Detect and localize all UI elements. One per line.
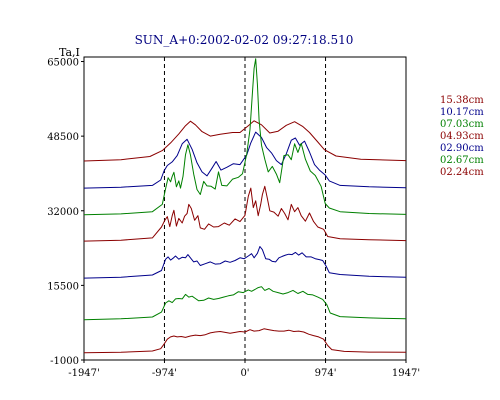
y-tick-label-2: 32000 bbox=[47, 207, 79, 218]
legend-entry-04.93cm: 04.93cm bbox=[440, 131, 484, 142]
legend-entry-15.38cm: 15.38cm bbox=[440, 95, 484, 106]
series-line-04.93cm bbox=[83, 185, 407, 242]
series-line-02.24cm bbox=[83, 328, 407, 354]
series-line-15.38cm bbox=[83, 120, 407, 162]
legend: 15.38cm10.17cm07.03cm04.93cm02.90cm02.67… bbox=[440, 95, 484, 178]
x-tick-label-0: -1947' bbox=[68, 368, 100, 379]
y-tick-label-4: -1000 bbox=[50, 356, 79, 367]
series-line-02.90cm bbox=[83, 246, 407, 279]
y-tick-label-1: 48500 bbox=[47, 132, 79, 143]
legend-entry-07.03cm: 07.03cm bbox=[440, 119, 484, 130]
x-tick-label-2: 0' bbox=[240, 368, 249, 379]
x-axis: -1947' -974' 0' 974' 1947' bbox=[68, 360, 420, 379]
x-tick-label-1: -974' bbox=[152, 368, 177, 379]
y-tick-label-0: 65000 bbox=[47, 58, 79, 69]
series-group bbox=[83, 58, 407, 354]
y-axis: 65000 48500 32000 15500 -1000 bbox=[47, 58, 84, 367]
series-line-02.67cm bbox=[83, 286, 407, 321]
y-tick-label-3: 15500 bbox=[47, 281, 79, 292]
y-axis-label: Ta,I bbox=[59, 46, 80, 59]
legend-entry-02.67cm: 02.67cm bbox=[440, 155, 484, 166]
legend-entry-02.90cm: 02.90cm bbox=[440, 143, 484, 154]
chart-title: SUN_A+0:2002-02-02 09:27:18.510 bbox=[135, 33, 354, 47]
legend-entry-10.17cm: 10.17cm bbox=[440, 107, 484, 118]
reference-lines bbox=[163, 57, 327, 360]
x-tick-label-4: 1947' bbox=[392, 368, 420, 379]
x-tick-label-3: 974' bbox=[315, 368, 337, 379]
series-line-07.03cm bbox=[83, 58, 407, 216]
legend-entry-02.24cm: 02.24cm bbox=[440, 167, 484, 178]
